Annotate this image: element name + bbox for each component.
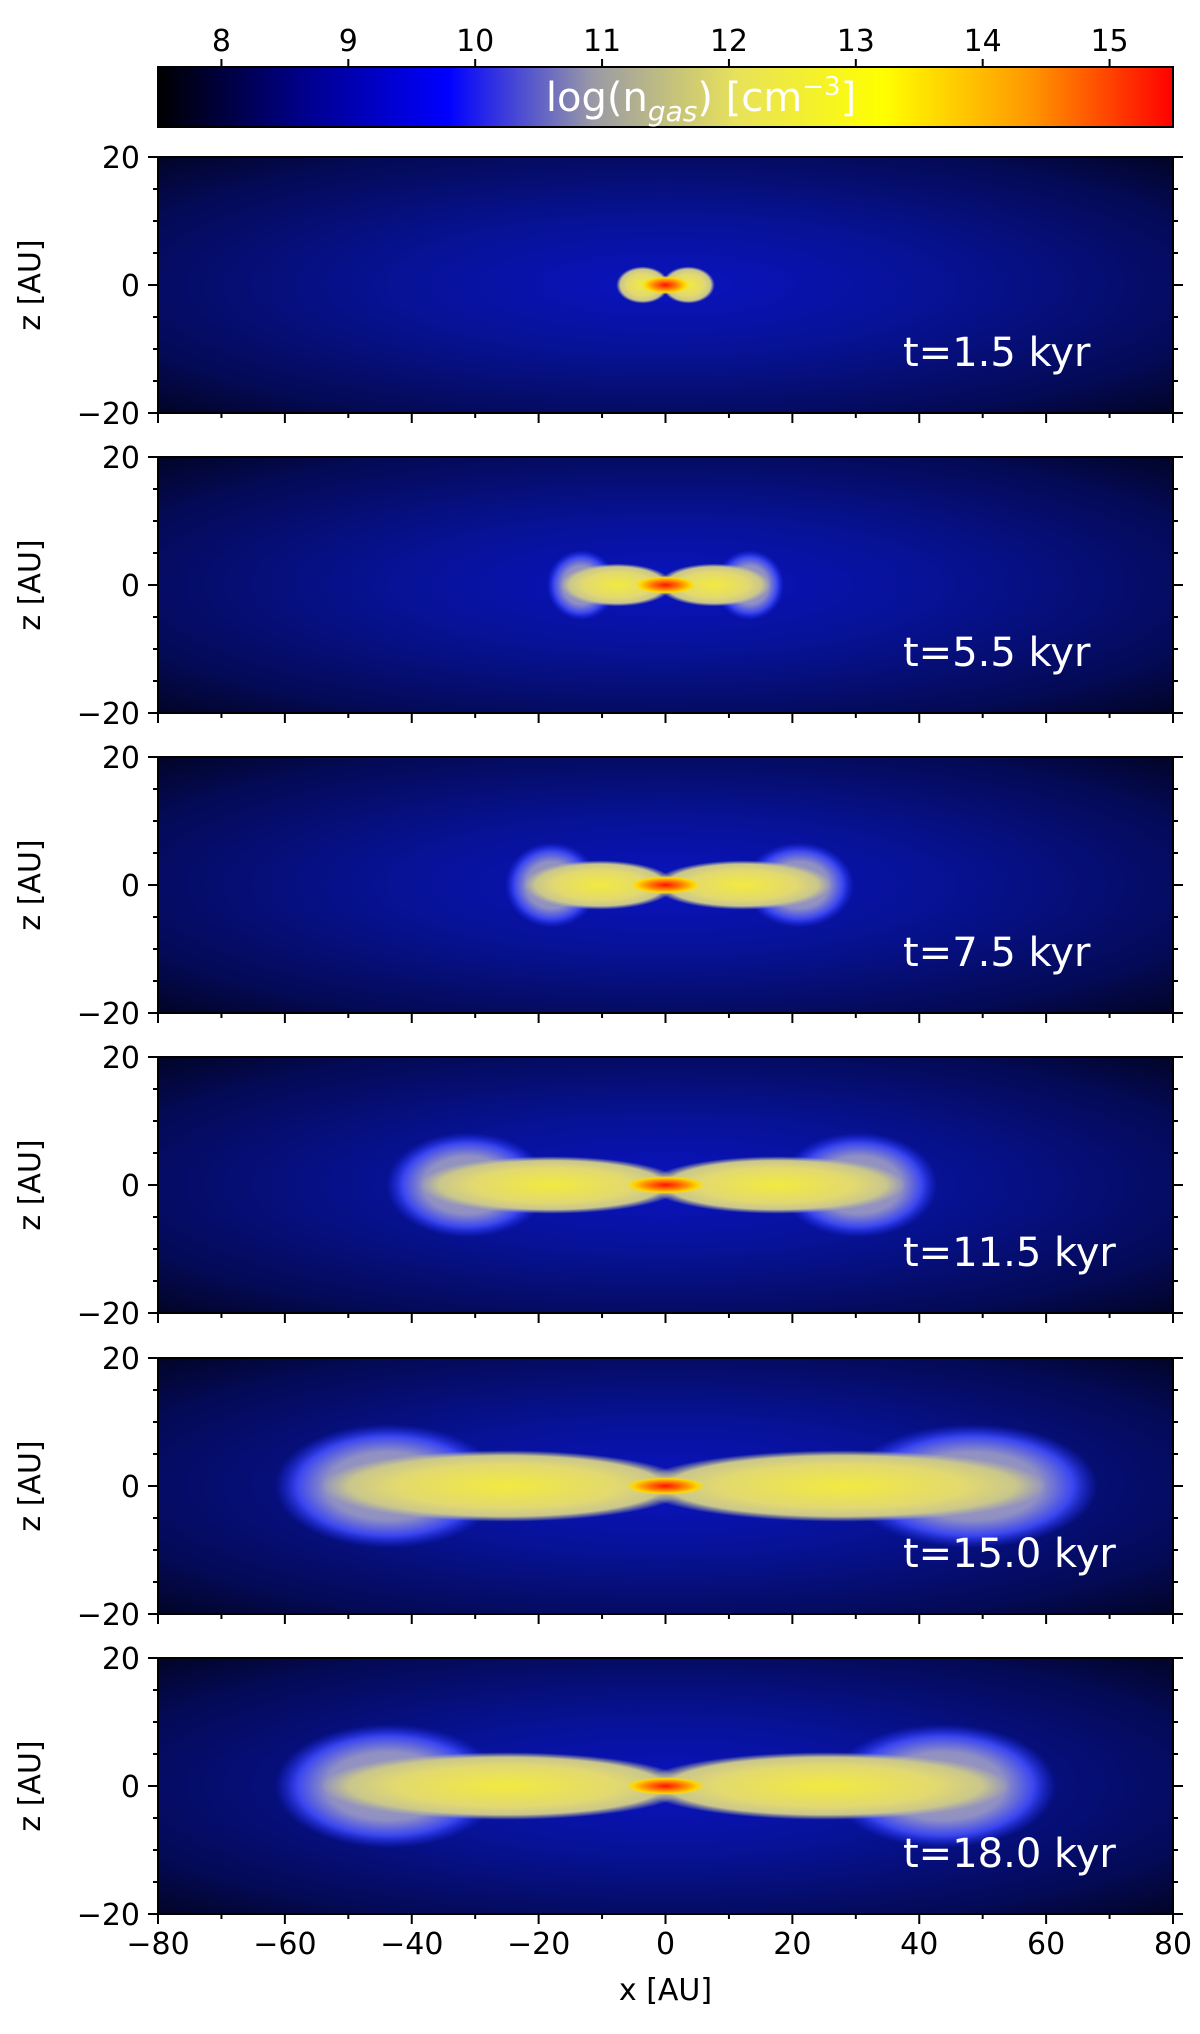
y-tick-label: 20 <box>102 441 140 476</box>
x-tick-label: 20 <box>773 1927 811 1962</box>
colorbar-bar <box>157 66 1174 128</box>
time-label: t=18.0 kyr <box>903 1831 1116 1877</box>
y-tick-label: −20 <box>77 997 140 1032</box>
time-label: t=1.5 kyr <box>903 330 1091 376</box>
panel-2: −20 0 20 z [AU] t=5.5 kyr <box>13 441 1183 732</box>
y-tick-label: −20 <box>77 1297 140 1332</box>
y-tick-label: 0 <box>121 869 140 904</box>
y-axis-label: z [AU] <box>13 539 48 630</box>
x-tick-label: 80 <box>1154 1927 1192 1962</box>
x-axis-label: x [AU] <box>619 1973 712 2008</box>
y-tick-label: −20 <box>77 697 140 732</box>
disk-core <box>641 276 690 294</box>
panel-3: −20 0 20 z [AU] t=7.5 kyr <box>13 741 1183 1032</box>
colorbar-tick-label: 15 <box>1090 24 1128 59</box>
y-tick-label: 0 <box>121 1169 140 1204</box>
colorbar-tick-label: 10 <box>456 24 494 59</box>
disk-right-half <box>657 563 771 607</box>
y-tick-label: 0 <box>121 569 140 604</box>
disk-left-half <box>419 1156 684 1214</box>
y-tick-label: −20 <box>77 397 140 432</box>
y-tick-label: 20 <box>102 141 140 176</box>
disk-core <box>629 876 702 894</box>
panel-4: −20 0 20 z [AU] t=11.5 kyr <box>13 1041 1183 1332</box>
y-tick-label: 20 <box>102 1642 140 1677</box>
y-axis-label: z [AU] <box>13 1740 48 1831</box>
y-axis-label: z [AU] <box>13 1440 48 1531</box>
disk-core <box>625 1477 706 1495</box>
density-map <box>158 1057 1173 1313</box>
y-tick-label: 0 <box>121 1770 140 1805</box>
disk-core <box>634 576 697 594</box>
panel-6: −20 0 20 z [AU] t=18.0 kyr <box>13 1642 1183 1933</box>
disk-right-half <box>648 1156 906 1214</box>
x-axis: −80 −60 −40 −20 0 20 40 60 80 x [AU] <box>126 1927 1192 2008</box>
x-tick-label: −60 <box>253 1927 316 1962</box>
time-label: t=7.5 kyr <box>903 930 1091 976</box>
colorbar: 8 9 10 11 12 13 14 15 log(ngas) [cm−3] <box>157 24 1174 128</box>
colorbar-tick-label: 14 <box>964 24 1002 59</box>
colorbar-label: log(ngas) [cm−3] <box>546 72 856 128</box>
y-tick-label: −20 <box>77 1898 140 1933</box>
y-axis-label: z [AU] <box>13 839 48 930</box>
x-tick-label: 0 <box>656 1927 675 1962</box>
disk-right-half <box>637 1450 1048 1522</box>
density-map <box>158 457 1173 713</box>
y-tick-label: 20 <box>102 1041 140 1076</box>
time-label: t=5.5 kyr <box>903 630 1091 676</box>
colorbar-tick-label: 12 <box>710 24 748 59</box>
y-axis-label: z [AU] <box>13 1139 48 1230</box>
x-tick-label: 40 <box>900 1927 938 1962</box>
y-tick-label: 0 <box>121 1470 140 1505</box>
panel-5: −20 0 20 z [AU] t=15.0 kyr <box>13 1342 1183 1633</box>
colorbar-tick-label: 8 <box>212 24 231 59</box>
y-tick-label: 20 <box>102 1342 140 1377</box>
disk-right-half <box>653 860 832 910</box>
y-tick-label: 0 <box>121 269 140 304</box>
colorbar-tick-label: 11 <box>583 24 621 59</box>
disk-left-half <box>320 1450 691 1522</box>
disk-left-half <box>523 860 676 910</box>
x-tick-label: −20 <box>507 1927 570 1962</box>
density-map <box>158 157 1173 413</box>
x-tick-label: −40 <box>380 1927 443 1962</box>
panel-1: −20 0 20 z [AU] t=1.5 kyr <box>13 141 1183 432</box>
time-label: t=15.0 kyr <box>903 1531 1116 1577</box>
time-label: t=11.5 kyr <box>903 1230 1116 1276</box>
colorbar-tick-label: 9 <box>339 24 358 59</box>
disk-core <box>625 1176 706 1194</box>
density-map <box>158 1358 1173 1614</box>
disk-left-half <box>560 563 674 607</box>
y-axis-label: z [AU] <box>13 239 48 330</box>
disk-core <box>625 1777 706 1795</box>
panels: −20 0 20 z [AU] t=1.5 kyr −20 0 20 z [AU] t=5.5 k… <box>13 141 1183 1933</box>
colorbar-tick-label: 13 <box>837 24 875 59</box>
disk-left-half <box>320 1752 691 1820</box>
density-map <box>158 757 1173 1013</box>
x-tick-label: −80 <box>126 1927 189 1962</box>
y-tick-label: 20 <box>102 741 140 776</box>
y-tick-label: −20 <box>77 1598 140 1633</box>
x-tick-label: 60 <box>1027 1927 1065 1962</box>
density-map <box>158 1658 1173 1914</box>
disk-right-half <box>640 1752 1011 1820</box>
